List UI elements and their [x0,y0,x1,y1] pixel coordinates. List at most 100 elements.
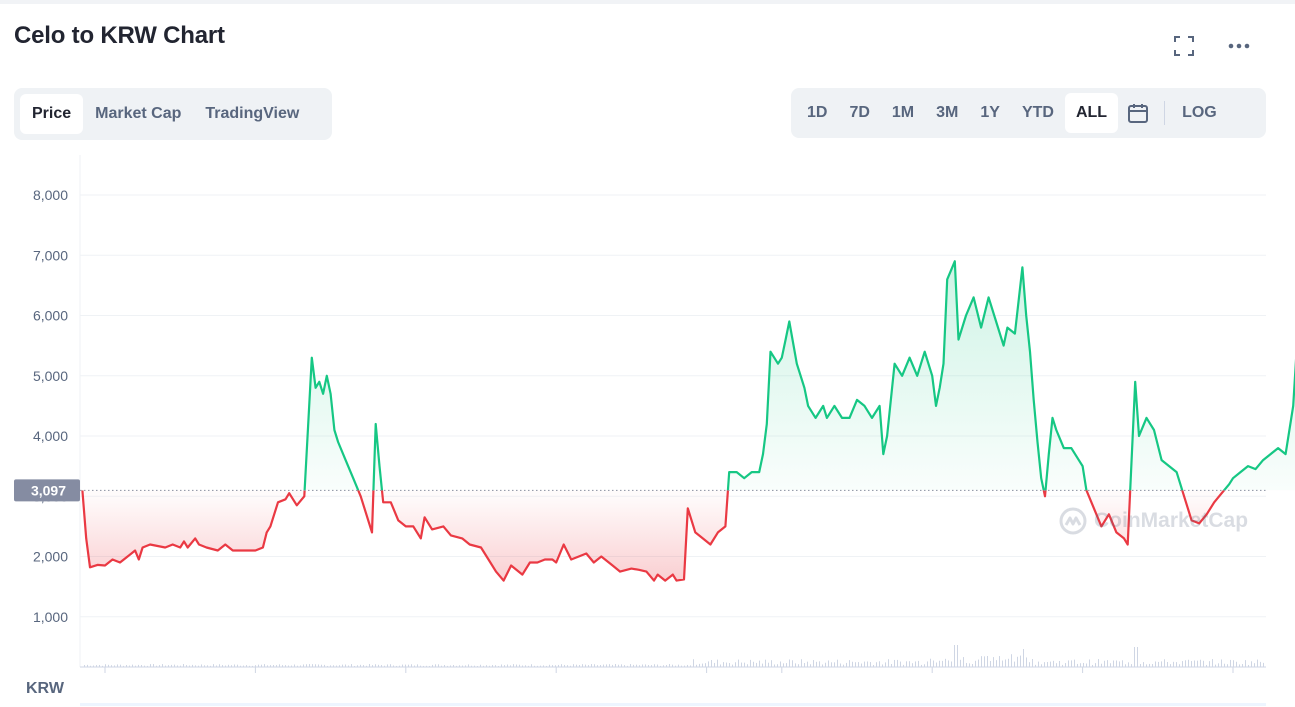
volume-bar [324,664,325,667]
volume-bar [150,664,151,667]
volume-bar [1101,663,1102,667]
more-options-button[interactable] [1223,30,1255,62]
volume-bar [387,664,388,667]
volume-bar [1176,662,1177,667]
volume-bar [753,661,754,667]
volume-bar [99,664,100,667]
volume-bar [285,665,286,667]
volume-bar [1056,663,1057,667]
range-scrubber[interactable] [80,703,1266,706]
volume-bar [795,663,796,667]
volume-bar [444,665,445,667]
volume-bar [717,659,718,667]
volume-bar [765,659,766,667]
volume-bar [1149,663,1150,667]
volume-bar [279,664,280,667]
volume-bar [939,660,940,667]
volume-bar [462,665,463,667]
range-3m[interactable]: 3M [936,104,959,121]
range-ytd[interactable]: YTD [1021,104,1054,121]
coinmarketcap-logo-icon [1059,507,1087,535]
volume-bar [615,664,616,667]
volume-bar [1089,659,1090,667]
volume-bar [1257,659,1258,667]
volume-bar [900,661,901,667]
volume-bar [321,664,322,667]
volume-bar [294,664,295,667]
volume-bar [1068,660,1069,667]
volume-bar [543,665,544,667]
volume-bar [882,664,883,667]
volume-bar [240,665,241,667]
log-scale-toggle[interactable]: LOG [1182,104,1217,121]
volume-bar [969,663,970,667]
volume-bar [1080,663,1081,667]
volume-bar [534,665,535,667]
volume-bar [147,665,148,667]
volume-bar [153,664,154,667]
volume-bar [498,665,499,667]
volume-bar [288,665,289,667]
tab-market-cap[interactable]: Market Cap [95,105,182,122]
volume-bar [984,656,985,667]
volume-bar [630,664,631,667]
grid-lines [79,155,1266,668]
range-7d[interactable]: 7D [849,104,870,121]
volume-bar [1008,658,1009,667]
volume-bar [507,664,508,667]
volume-bar [171,664,172,667]
volume-bar [594,664,595,667]
volume-bar [372,665,373,667]
volume-bar [87,664,88,667]
volume-bar [114,665,115,667]
volume-bar [1059,661,1060,667]
volume-bar [1137,647,1138,667]
volume-bar [921,664,922,667]
volume-bar [528,665,529,667]
volume-bar [864,661,865,667]
volume-bar [447,665,448,667]
volume-bar [1119,661,1120,667]
volume-bar [1233,660,1234,667]
volume-bar [351,664,352,667]
volume-bar [810,664,811,667]
volume-bar [777,664,778,667]
volume-bar [555,665,556,667]
range-1y[interactable]: 1Y [980,104,1000,121]
volume-bar [774,664,775,667]
range-1d[interactable]: 1D [807,104,828,121]
volume-bar [405,664,406,667]
volume-bar [741,662,742,667]
volume-bar [537,665,538,667]
area-fill-up [82,261,1295,491]
volume-bar [645,664,646,667]
volume-bar [1221,659,1222,667]
range-all[interactable]: ALL [1064,93,1119,133]
top-border [0,0,1295,4]
volume-bar [585,664,586,667]
volume-bar [195,665,196,667]
volume-bar [666,665,667,667]
fullscreen-button[interactable] [1168,30,1200,62]
volume-bar [420,665,421,667]
volume-bar [1125,664,1126,667]
volume-bar [465,665,466,667]
volume-bar [861,663,862,667]
tab-price[interactable]: Price [20,94,84,134]
volume-bar [726,662,727,667]
volume-bar [309,664,310,667]
volume-bar [1041,664,1042,667]
price-line-up [82,260,1295,491]
volume-bar [261,664,262,667]
volume-bar [1071,660,1072,667]
volume-bar [879,661,880,667]
volume-bar [213,664,214,667]
range-1m[interactable]: 1M [891,104,915,121]
volume-bar [1047,662,1048,667]
date-picker-button[interactable] [1118,93,1158,133]
volume-bar [909,661,910,667]
volume-bar [306,664,307,667]
volume-bar [510,665,511,667]
tab-tradingview[interactable]: TradingView [205,105,300,122]
